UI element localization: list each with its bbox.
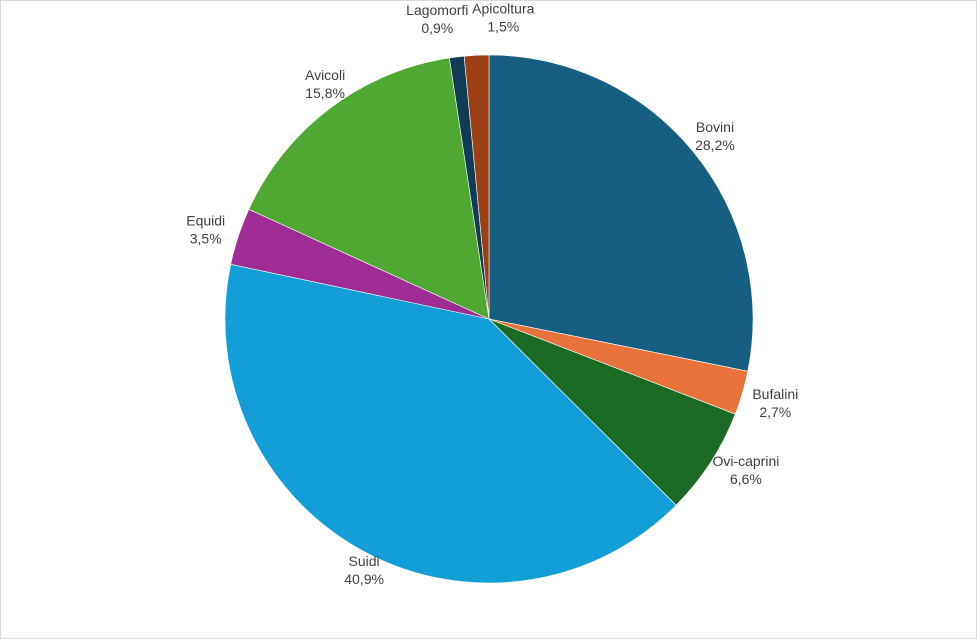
slice-label-equidi: Equidi 3,5% <box>186 213 225 247</box>
slice-value-label: 3,5% <box>190 231 222 247</box>
slice-category-label: Ovi-caprini <box>712 453 779 469</box>
slice-apicoltura[interactable] <box>463 54 490 320</box>
slice-category-label: Bovini <box>696 119 734 135</box>
slice-suidi[interactable] <box>224 263 677 584</box>
slice-value-label: 40,9% <box>344 571 384 587</box>
slice-category-label: Bufalini <box>752 386 798 402</box>
pie-labels: Bovini 28,2% Bufalini 2,7% Ovi-caprini 6,6% Su… <box>186 1 798 587</box>
slice-label-ovi-caprini: Ovi-caprini 6,6% <box>712 453 779 487</box>
slice-value-label: 1,5% <box>487 18 519 34</box>
slice-category-label: Apicoltura <box>472 1 534 16</box>
slice-value-label: 15,8% <box>305 85 345 101</box>
slice-category-label: Suidi <box>349 553 380 569</box>
slice-value-label: 2,7% <box>759 404 791 420</box>
slice-category-label: Equidi <box>186 213 225 229</box>
slice-value-label: 6,6% <box>730 471 762 487</box>
slice-category-label: Lagomorfi <box>406 2 468 18</box>
slice-label-suidi: Suidi 40,9% <box>344 553 384 587</box>
slice-label-bovini: Bovini 28,2% <box>695 119 735 153</box>
slice-value-label: 0,9% <box>421 20 453 36</box>
slice-bovini[interactable] <box>488 54 754 372</box>
slice-category-label: Avicoli <box>305 67 345 83</box>
slice-label-bufalini: Bufalini 2,7% <box>752 386 798 420</box>
slice-label-avicoli: Avicoli 15,8% <box>305 67 345 101</box>
slice-label-apicoltura: Apicoltura 1,5% <box>472 1 534 34</box>
slice-value-label: 28,2% <box>695 137 735 153</box>
slice-label-lagomorfi: Lagomorfi 0,9% <box>406 2 468 36</box>
slice-avicoli[interactable] <box>248 57 490 320</box>
pie-slices <box>224 54 754 584</box>
slice-ovi-caprini[interactable] <box>488 318 736 506</box>
